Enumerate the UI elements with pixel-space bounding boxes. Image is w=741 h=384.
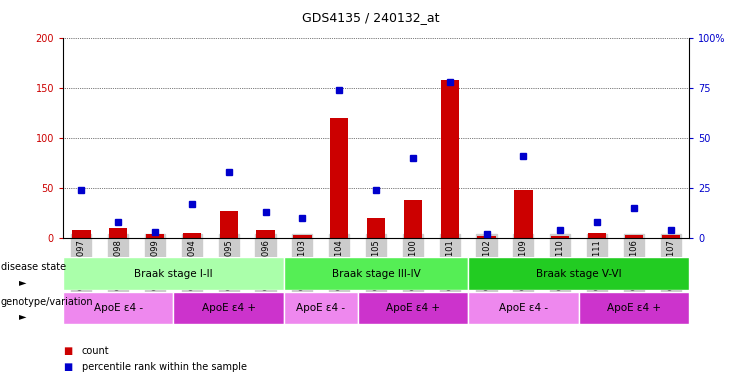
Text: ■: ■ xyxy=(63,346,72,356)
Text: percentile rank within the sample: percentile rank within the sample xyxy=(82,362,247,372)
Bar xyxy=(440,80,459,238)
Bar xyxy=(477,236,496,238)
Bar xyxy=(284,257,468,290)
Text: ApoE ε4 -: ApoE ε4 - xyxy=(499,303,548,313)
Text: disease state: disease state xyxy=(1,262,66,272)
Bar xyxy=(551,236,569,238)
Bar xyxy=(358,292,468,324)
Bar xyxy=(514,190,533,238)
Bar xyxy=(579,292,689,324)
Text: Braak stage V-VI: Braak stage V-VI xyxy=(536,268,622,279)
Bar xyxy=(219,211,238,238)
Text: count: count xyxy=(82,346,109,356)
Bar xyxy=(468,292,579,324)
Bar xyxy=(468,257,689,290)
Bar xyxy=(173,292,284,324)
Text: Braak stage III-IV: Braak stage III-IV xyxy=(332,268,420,279)
Bar xyxy=(293,235,312,238)
Bar xyxy=(588,233,606,238)
Bar xyxy=(256,230,275,238)
Bar xyxy=(284,292,358,324)
Bar xyxy=(625,235,643,238)
Text: ApoE ε4 +: ApoE ε4 + xyxy=(202,303,256,313)
Bar xyxy=(72,230,90,238)
Text: Braak stage I-II: Braak stage I-II xyxy=(134,268,213,279)
Bar xyxy=(183,233,201,238)
Bar xyxy=(63,257,284,290)
Text: genotype/variation: genotype/variation xyxy=(1,296,93,307)
Text: ►: ► xyxy=(19,311,26,321)
Text: ►: ► xyxy=(19,277,26,287)
Text: ■: ■ xyxy=(63,362,72,372)
Bar xyxy=(109,228,127,238)
Text: ApoE ε4 -: ApoE ε4 - xyxy=(296,303,345,313)
Bar xyxy=(662,235,680,238)
Bar xyxy=(63,292,173,324)
Bar xyxy=(367,218,385,238)
Text: ApoE ε4 +: ApoE ε4 + xyxy=(607,303,661,313)
Text: ApoE ε4 -: ApoE ε4 - xyxy=(93,303,143,313)
Text: ApoE ε4 +: ApoE ε4 + xyxy=(386,303,440,313)
Bar xyxy=(146,234,165,238)
Text: GDS4135 / 240132_at: GDS4135 / 240132_at xyxy=(302,12,439,25)
Bar xyxy=(404,200,422,238)
Bar xyxy=(330,118,348,238)
